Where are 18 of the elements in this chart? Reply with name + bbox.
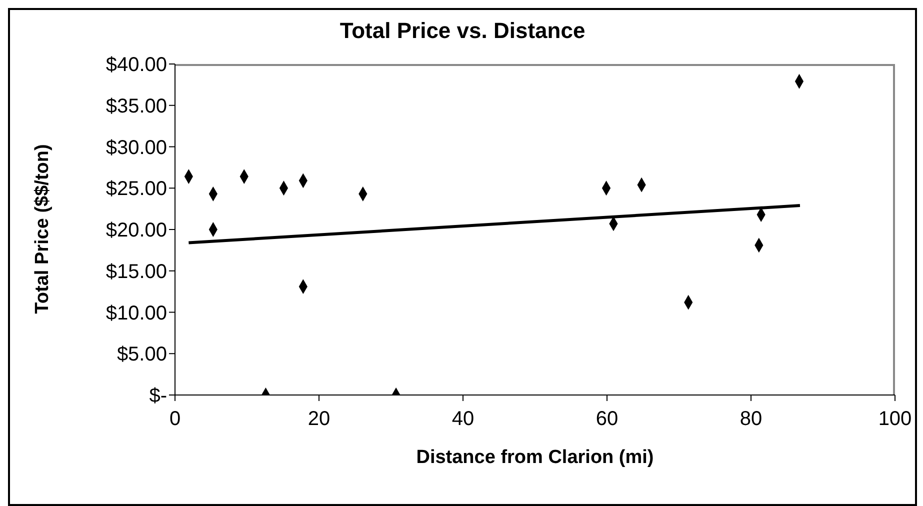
x-axis-title: Distance from Clarion (mi) xyxy=(415,447,655,469)
y-tick-label: $35.00 xyxy=(106,95,167,118)
y-tick-label: $25.00 xyxy=(106,178,167,200)
y-tick-label: $30.00 xyxy=(106,136,167,159)
chart-title: Total Price vs. Distance xyxy=(338,18,586,44)
x-tick-label: 0 xyxy=(169,408,181,430)
y-tick-label: $- xyxy=(149,385,167,408)
x-tick-label: 20 xyxy=(308,408,330,430)
x-tick-label: 80 xyxy=(740,408,762,430)
x-tick-label: 60 xyxy=(596,408,618,430)
y-tick-label: $5.00 xyxy=(116,344,167,366)
y-tick-label: $15.00 xyxy=(106,260,167,283)
y-tick-label: $20.00 xyxy=(106,220,167,242)
x-tick-label: 40 xyxy=(452,408,474,430)
x-tick-label: 100 xyxy=(878,408,912,430)
y-axis-title: Total Price ($$/ton) xyxy=(32,144,54,314)
y-tick-label: $10.00 xyxy=(106,302,167,324)
y-tick-label: $40.00 xyxy=(106,54,167,76)
